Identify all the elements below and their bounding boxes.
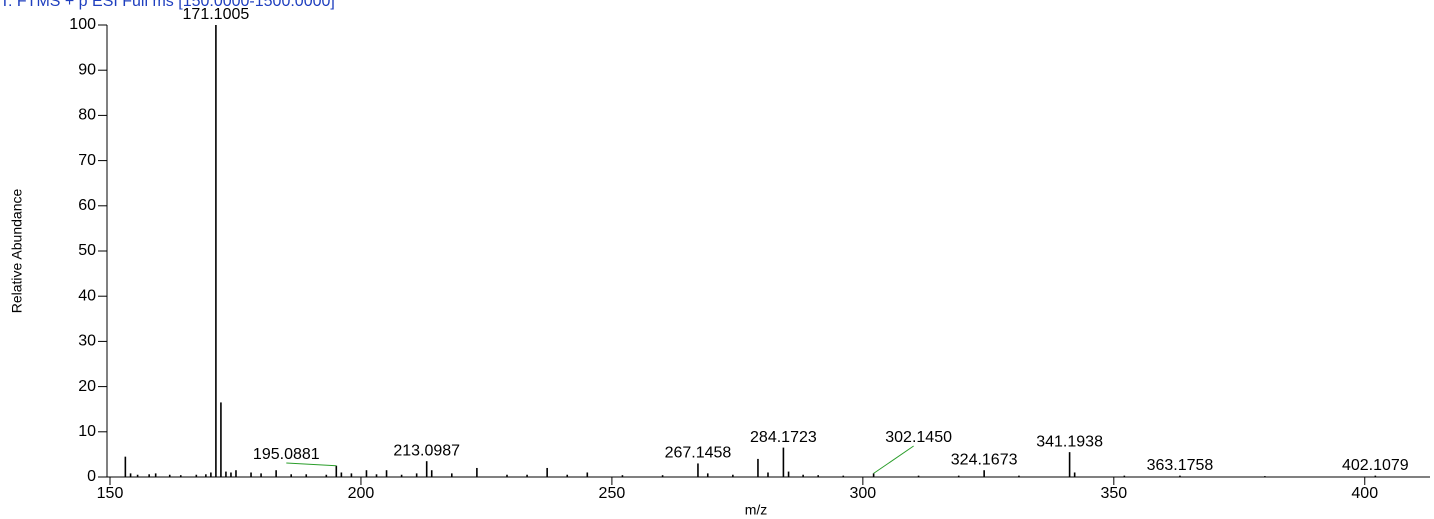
x-tick-label: 200 [348, 485, 375, 502]
peak-label: 267.1458 [665, 445, 732, 462]
leader-line [873, 445, 914, 474]
y-axis-label: Relative Abundance [9, 189, 25, 314]
y-tick-label: 90 [78, 61, 96, 78]
y-tick-label: 0 [87, 468, 96, 485]
y-tick-label: 10 [78, 423, 96, 440]
peak-label: 341.1938 [1036, 433, 1103, 450]
x-tick-label: 150 [97, 485, 124, 502]
y-tick-label: 20 [78, 378, 96, 395]
y-tick-label: 60 [78, 197, 96, 214]
chart-title: T: FTMS + p ESI Full ms [150.0000-1500.0… [0, 0, 335, 10]
peak-label: 213.0987 [393, 442, 460, 459]
x-tick-label: 250 [599, 485, 626, 502]
peak-label: 284.1723 [750, 429, 817, 446]
x-tick-label: 300 [850, 485, 877, 502]
x-axis-label: m/z [745, 502, 768, 518]
peak-label: 195.0881 [253, 446, 320, 463]
y-tick-label: 40 [78, 287, 96, 304]
peak-label: 302.1450 [885, 429, 952, 446]
y-tick-label: 70 [78, 152, 96, 169]
leader-line [286, 462, 337, 467]
x-tick-label: 350 [1100, 485, 1127, 502]
peak-label: 324.1673 [951, 451, 1018, 468]
y-tick-label: 80 [78, 107, 96, 124]
peak-label: 171.1005 [183, 6, 250, 23]
peak-label: 402.1079 [1342, 457, 1409, 474]
y-tick-label: 50 [78, 242, 96, 259]
y-tick-label: 30 [78, 333, 96, 350]
x-tick-label: 400 [1351, 485, 1378, 502]
y-tick-label: 100 [69, 16, 96, 33]
peak-label: 363.1758 [1147, 457, 1214, 474]
